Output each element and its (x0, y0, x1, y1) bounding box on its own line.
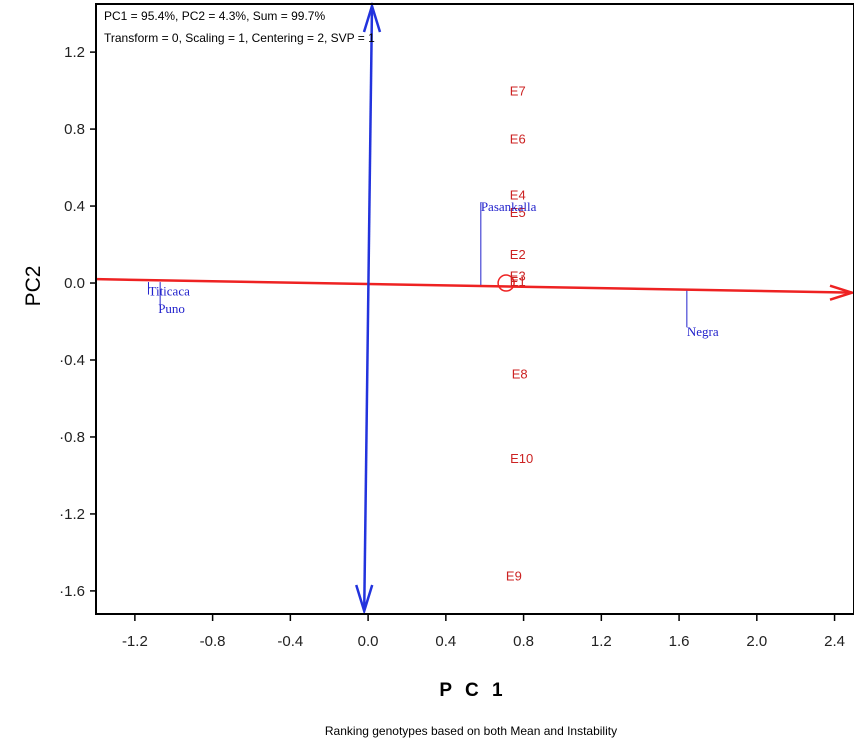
genotype-label-negra: Negra (687, 324, 719, 339)
y-tick-label: 0.4 (64, 198, 85, 215)
aec-abscissa-arrowhead (829, 284, 854, 301)
x-tick-label: 0.8 (513, 633, 534, 650)
environment-label-e4: E4 (510, 188, 526, 203)
environment-label-e3: E3 (510, 268, 526, 283)
average-environment-marker (497, 274, 515, 292)
x-axis-label: P C 1 (439, 680, 506, 701)
environment-label-e10: E10 (510, 451, 533, 466)
genotype-label-puno: Puno (158, 301, 185, 316)
environment-label-e7: E7 (510, 84, 526, 99)
plot-frame (95, 3, 854, 615)
x-tick-label: 2.0 (746, 633, 767, 650)
environment-label-e8: E8 (512, 366, 528, 381)
genotype-label-titicaca: Titicaca (148, 284, 190, 299)
environment-label-e9: E9 (506, 569, 522, 584)
x-tick-label: 2.4 (824, 633, 845, 650)
y-tick-label: 1.2 (64, 44, 85, 61)
environment-label-e6: E6 (510, 132, 526, 147)
y-tick-label: 0.8 (64, 121, 85, 138)
environment-label-e2: E2 (510, 247, 526, 262)
environment-label-e5: E5 (510, 205, 526, 220)
y-tick-label: 0.0 (64, 275, 85, 292)
x-tick-label: 1.2 (591, 633, 612, 650)
y-axis-label: PC2 (22, 266, 45, 307)
chart-caption: Ranking genotypes based on both Mean and… (325, 724, 617, 738)
x-tick-label: -0.8 (200, 633, 226, 650)
aec-ordinate-arrowhead-top (362, 1, 382, 33)
y-tick-label: ·1.6 (59, 583, 85, 600)
x-tick-label: -0.4 (277, 633, 303, 650)
y-tick-label: ·0.4 (59, 352, 85, 369)
aec-ordinate-arrowhead-bottom (355, 584, 374, 616)
info-line-2: Transform = 0, Scaling = 1, Centering = … (104, 31, 375, 45)
x-tick-label: 1.6 (669, 633, 690, 650)
environment-label-e1: E1 (510, 274, 526, 289)
info-line-1: PC1 = 95.4%, PC2 = 4.3%, Sum = 99.7% (104, 9, 325, 23)
y-tick-label: ·1.2 (59, 506, 85, 523)
aec-abscissa-line (96, 277, 853, 294)
genotype-label-pasankalla: Pasankalla (481, 199, 537, 214)
x-tick-label: 0.4 (435, 633, 456, 650)
x-tick-label: 0.0 (358, 633, 379, 650)
y-tick-label: ·0.8 (59, 429, 85, 446)
x-tick-label: -1.2 (122, 633, 148, 650)
aec-ordinate-line (362, 5, 374, 612)
